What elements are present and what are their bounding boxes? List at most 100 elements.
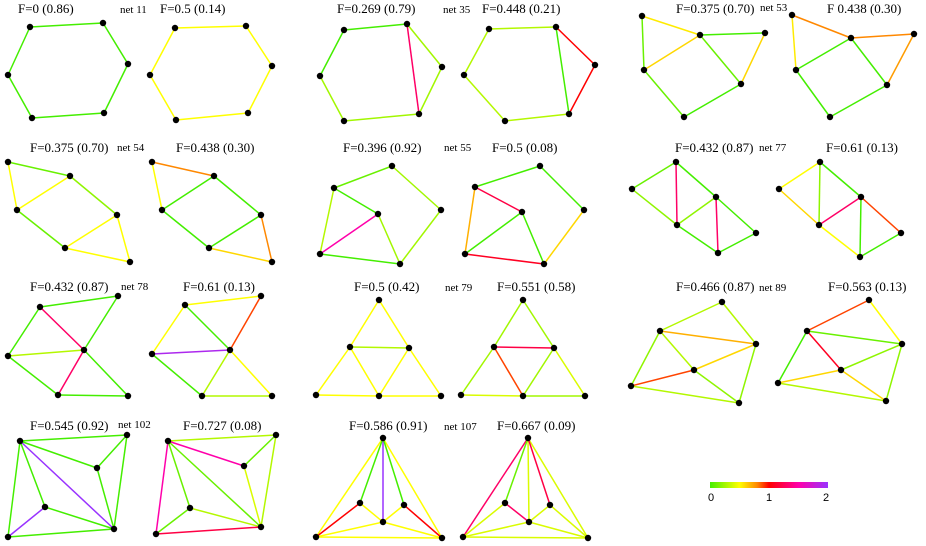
graph-node [581,392,589,400]
graph-edge [151,349,231,355]
graph-node [501,117,509,125]
graph-edge [359,502,384,523]
graph-node [672,158,680,166]
network-name: net 54 [117,142,145,154]
graph-edge [167,440,262,528]
graph-panel [146,22,276,124]
graph-edge [553,347,586,397]
graph-edge [399,209,442,265]
graph-edge [102,22,129,65]
graph-edge [675,161,717,198]
graph-edge [16,175,71,211]
graph-edge [208,214,262,249]
graph-edge [189,507,262,528]
graph-edge [213,175,262,216]
graph-edge [840,369,887,402]
graph-edge [7,528,115,538]
graph-edge [343,113,420,122]
graph-node [164,437,172,445]
graph-edge [818,161,821,226]
graph-edge [462,536,589,539]
graph-node [272,431,280,439]
graph-node [490,343,498,351]
graph-edge [16,209,66,249]
graph-node [550,344,558,352]
graph-edge [717,232,757,254]
graph-edge [7,349,85,357]
graph-edge [19,440,98,469]
network-name: net 102 [118,419,151,431]
graph-node [257,211,265,219]
colorbar-tick-label: 0 [708,492,714,504]
graph-edge [777,369,842,384]
graph-node [181,301,189,309]
graph-edge [315,437,384,538]
graph-node [405,344,413,352]
graph-node [403,20,411,28]
graph-node [459,533,467,541]
graph-node [856,253,864,261]
graph-node [460,71,468,79]
graph-node [847,34,855,42]
graph-edge [850,33,915,39]
graph-node [437,392,445,400]
graph-edge [349,299,380,348]
graph-edge [83,295,119,351]
graph-edge [464,253,545,265]
graph-node [93,464,101,472]
graph-edge [659,301,723,332]
graph-node [638,12,646,20]
graph-edge [631,161,677,190]
graph-edge [359,437,384,504]
graph-edge [778,161,821,190]
graph-node [4,352,12,360]
graph-edge [630,369,695,387]
graph-edge [382,504,405,523]
graph-edge [19,440,46,508]
graph-edge [243,434,277,467]
graph-edge [184,295,262,306]
graph-edge [315,536,443,539]
graph-edge [522,299,555,349]
graph-node [257,292,265,300]
graph-edge [464,211,523,255]
graph-edge [155,440,169,535]
graph-node [752,340,760,348]
graph-node [54,391,62,399]
graph-edge [184,304,231,351]
graph-node [186,504,194,512]
graph-node [210,172,218,180]
panel-label: F=0.667 (0.09) [497,418,575,433]
graph-node [815,221,823,229]
graph-node [898,340,906,348]
graph-edge [721,301,757,345]
graph-node [375,392,383,400]
graph-node [640,66,648,74]
graph-edge [64,214,118,249]
graph-edge [462,521,530,538]
graph-node [816,158,824,166]
graph-edge [630,330,661,387]
graph-edge [859,196,862,258]
graph-edge [175,112,249,121]
graph-node [437,206,445,214]
graph-node [16,437,24,445]
graph-node [837,366,845,374]
graph-edge [738,343,757,404]
graph-node [4,533,12,541]
graph-node [113,211,121,219]
graph-node [752,229,760,237]
graph-edge [777,382,887,402]
graph-edge [31,112,105,119]
graph-edge [527,437,530,523]
panel-label: F=0 (0.86) [18,1,74,16]
panel-label: F=0.375 (0.70) [30,140,108,155]
graph-node [580,206,588,214]
graph-node [146,71,154,79]
graph-edge [7,355,59,396]
graph-panel [4,19,132,122]
graph-edge [840,343,903,371]
panel-label: F=0.61 (0.13) [826,140,898,155]
graph-edge [349,346,380,397]
graph-edge [378,347,410,397]
